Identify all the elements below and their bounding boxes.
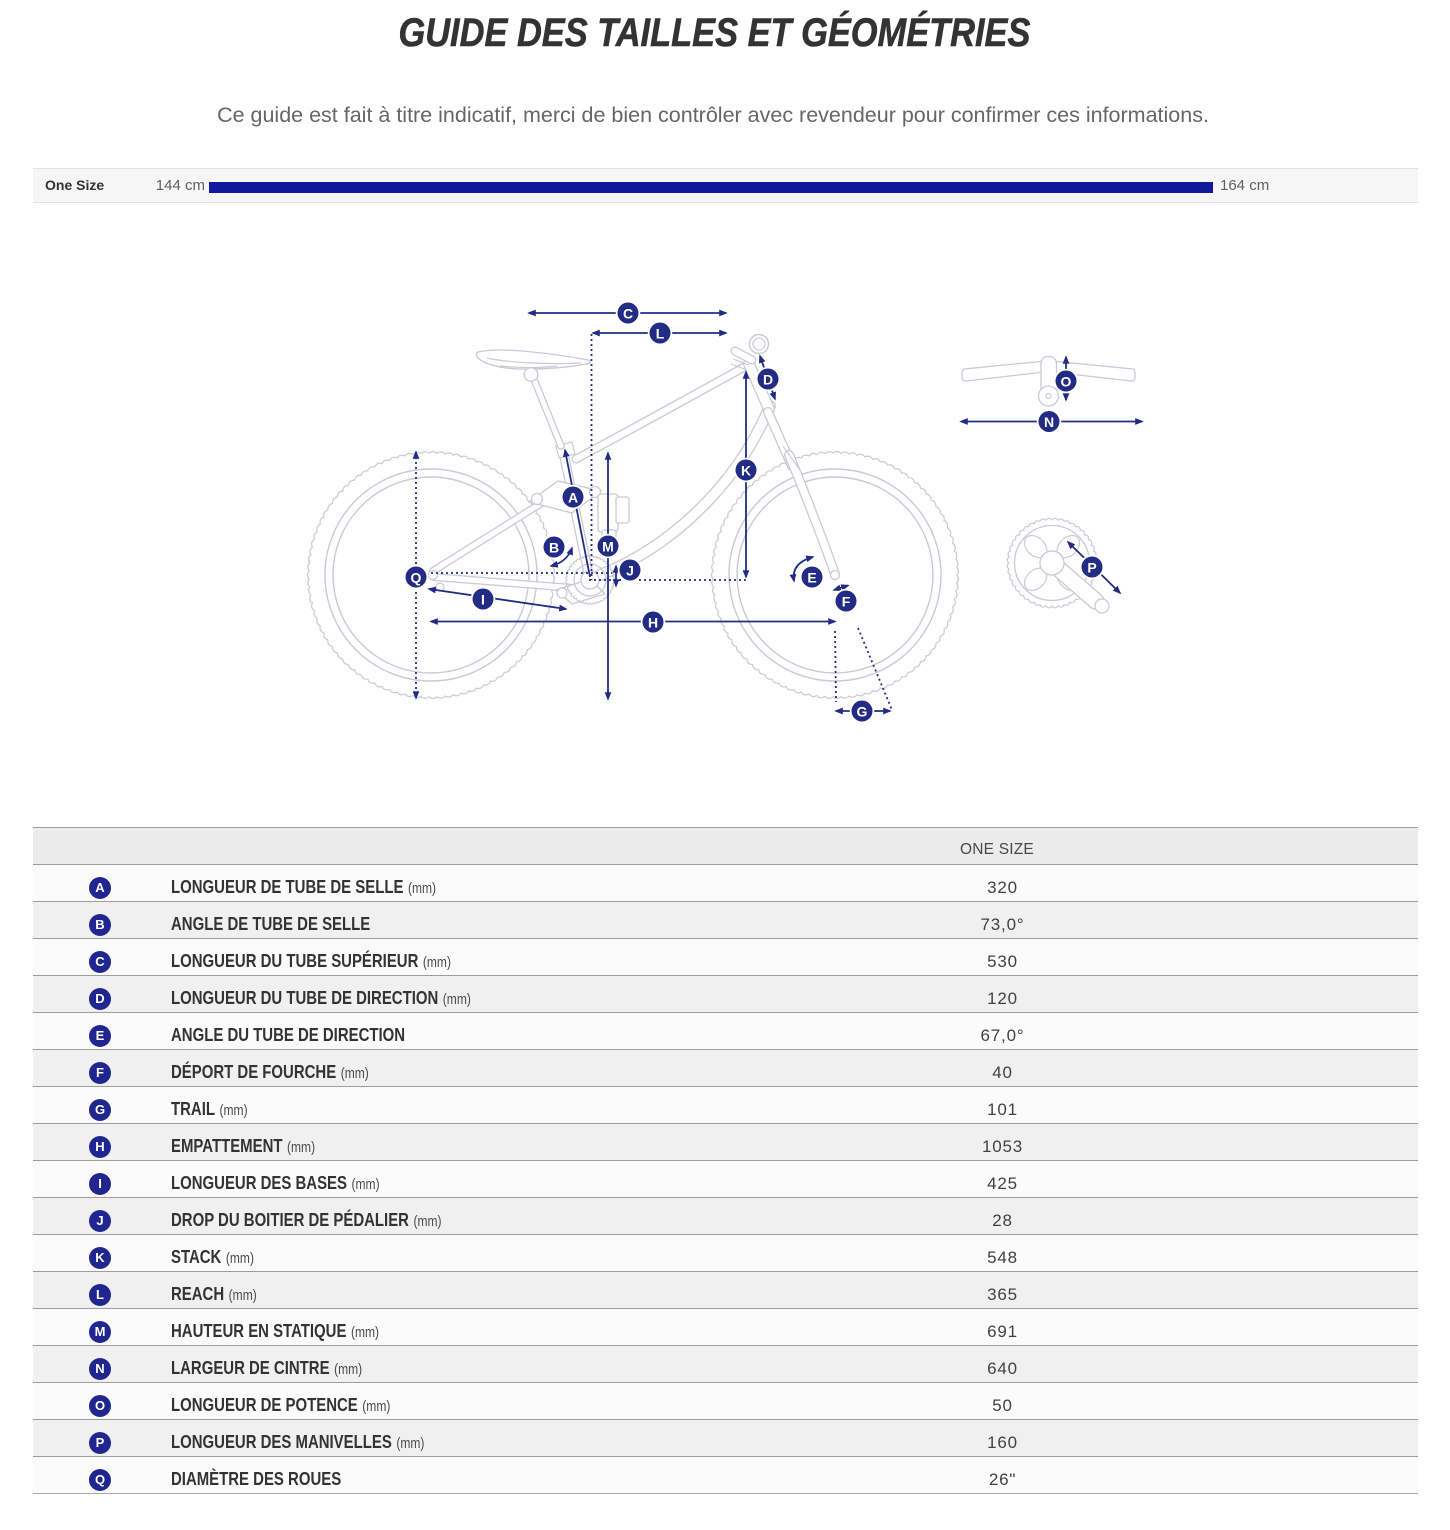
svg-text:O: O xyxy=(1061,374,1072,390)
svg-text:K: K xyxy=(741,463,751,479)
svg-text:G: G xyxy=(857,704,868,720)
svg-text:B: B xyxy=(549,540,559,556)
svg-text:H: H xyxy=(648,615,658,631)
svg-text:N: N xyxy=(1044,414,1054,430)
svg-text:I: I xyxy=(481,592,485,608)
svg-text:P: P xyxy=(1087,560,1096,576)
svg-text:F: F xyxy=(842,594,851,610)
svg-text:J: J xyxy=(626,563,634,579)
svg-text:C: C xyxy=(623,306,633,322)
svg-text:Q: Q xyxy=(411,570,422,586)
svg-text:L: L xyxy=(656,326,665,342)
svg-text:D: D xyxy=(763,372,773,388)
svg-text:M: M xyxy=(602,539,614,555)
svg-text:A: A xyxy=(568,490,578,506)
svg-text:E: E xyxy=(807,570,816,586)
